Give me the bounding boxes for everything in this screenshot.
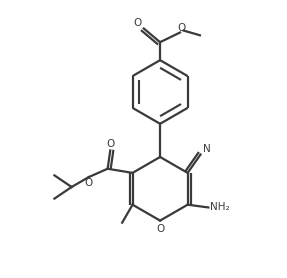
Text: O: O — [106, 139, 115, 149]
Text: O: O — [134, 18, 142, 28]
Text: O: O — [177, 23, 185, 33]
Text: NH₂: NH₂ — [210, 202, 230, 212]
Text: O: O — [156, 224, 164, 234]
Text: O: O — [84, 178, 92, 188]
Text: N: N — [203, 144, 211, 154]
